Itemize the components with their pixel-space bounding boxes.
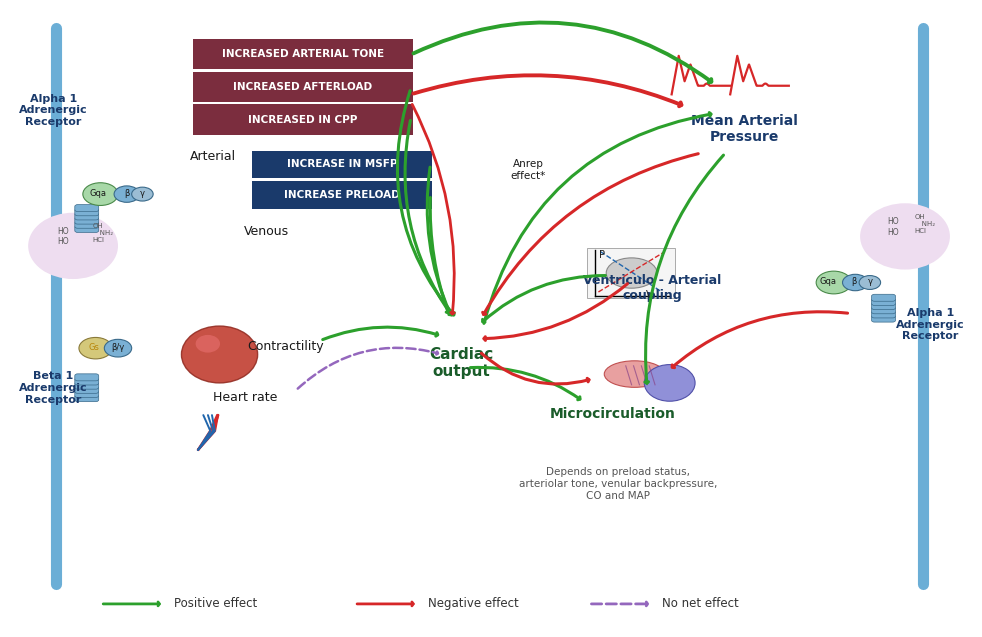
FancyBboxPatch shape (872, 294, 896, 301)
FancyBboxPatch shape (75, 213, 99, 220)
FancyBboxPatch shape (75, 209, 99, 216)
Text: INCREASED IN CPP: INCREASED IN CPP (248, 115, 357, 125)
Text: V: V (646, 290, 652, 300)
FancyBboxPatch shape (75, 378, 99, 385)
Text: OH
   NH₂
HCl: OH NH₂ HCl (915, 214, 935, 234)
Circle shape (104, 340, 132, 357)
FancyBboxPatch shape (75, 225, 99, 233)
Circle shape (843, 275, 868, 290)
Text: γ: γ (139, 189, 145, 198)
Text: INCREASED AFTERLOAD: INCREASED AFTERLOAD (234, 82, 372, 92)
FancyBboxPatch shape (75, 395, 99, 402)
FancyBboxPatch shape (251, 150, 432, 178)
Text: Contractility: Contractility (247, 340, 324, 354)
Text: INCREASED ARTERIAL TONE: INCREASED ARTERIAL TONE (222, 49, 384, 59)
FancyBboxPatch shape (75, 221, 99, 228)
Text: Negative effect: Negative effect (427, 598, 518, 610)
Circle shape (859, 276, 881, 289)
FancyBboxPatch shape (75, 382, 99, 389)
Circle shape (114, 186, 139, 203)
FancyBboxPatch shape (75, 387, 99, 393)
Text: Microcirculation: Microcirculation (550, 408, 676, 422)
Ellipse shape (182, 326, 257, 383)
Text: Ventriculo - Arterial
coupling: Ventriculo - Arterial coupling (583, 274, 721, 302)
Ellipse shape (604, 361, 665, 387)
FancyBboxPatch shape (586, 248, 675, 298)
Text: Mean Arterial
Pressure: Mean Arterial Pressure (691, 114, 798, 144)
Text: Alpha 1
Adrenergic
Receptor: Alpha 1 Adrenergic Receptor (20, 94, 87, 127)
Text: HO
HO: HO HO (58, 227, 69, 246)
FancyBboxPatch shape (872, 303, 896, 310)
Text: β: β (851, 277, 857, 287)
Text: Gqa: Gqa (90, 189, 107, 198)
FancyBboxPatch shape (75, 374, 99, 381)
Text: γ: γ (867, 277, 872, 287)
FancyBboxPatch shape (872, 311, 896, 318)
Text: HO
HO: HO HO (888, 217, 900, 236)
FancyBboxPatch shape (193, 104, 412, 135)
Text: Gqa: Gqa (819, 277, 837, 287)
Ellipse shape (860, 203, 950, 269)
FancyBboxPatch shape (193, 39, 412, 69)
FancyBboxPatch shape (193, 71, 412, 102)
Text: Venous: Venous (244, 225, 289, 238)
Text: Arterial: Arterial (190, 150, 236, 163)
Circle shape (816, 271, 851, 294)
Text: Gs: Gs (88, 343, 99, 352)
Text: Cardiac
output: Cardiac output (429, 347, 494, 379)
FancyBboxPatch shape (872, 307, 896, 314)
FancyBboxPatch shape (251, 181, 432, 209)
Ellipse shape (606, 258, 657, 288)
Text: Depends on preload status,
arteriolar tone, venular backpressure,
CO and MAP: Depends on preload status, arteriolar to… (518, 468, 717, 501)
FancyBboxPatch shape (75, 204, 99, 211)
Circle shape (132, 187, 153, 201)
Text: OH
   NH₂
HCl: OH NH₂ HCl (92, 223, 113, 243)
Text: P: P (599, 250, 605, 261)
Ellipse shape (28, 213, 118, 279)
FancyBboxPatch shape (872, 315, 896, 322)
Circle shape (79, 338, 112, 359)
Text: Beta 1
Adrenergic
Receptor: Beta 1 Adrenergic Receptor (20, 371, 87, 404)
Text: β: β (124, 189, 130, 198)
Text: Alpha 1
Adrenergic
Receptor: Alpha 1 Adrenergic Receptor (897, 308, 964, 341)
Text: INCREASE IN MSFP: INCREASE IN MSFP (287, 159, 398, 169)
FancyBboxPatch shape (75, 217, 99, 224)
Text: Heart rate: Heart rate (213, 391, 277, 404)
Text: No net effect: No net effect (662, 598, 738, 610)
FancyBboxPatch shape (872, 299, 896, 305)
Text: INCREASE PRELOAD: INCREASE PRELOAD (284, 190, 400, 200)
Ellipse shape (195, 335, 220, 353)
Ellipse shape (644, 364, 695, 401)
Text: β/γ: β/γ (111, 343, 125, 352)
Circle shape (82, 183, 118, 206)
Text: Positive effect: Positive effect (174, 598, 257, 610)
FancyBboxPatch shape (75, 390, 99, 397)
Text: Anrep
effect*: Anrep effect* (511, 159, 546, 181)
